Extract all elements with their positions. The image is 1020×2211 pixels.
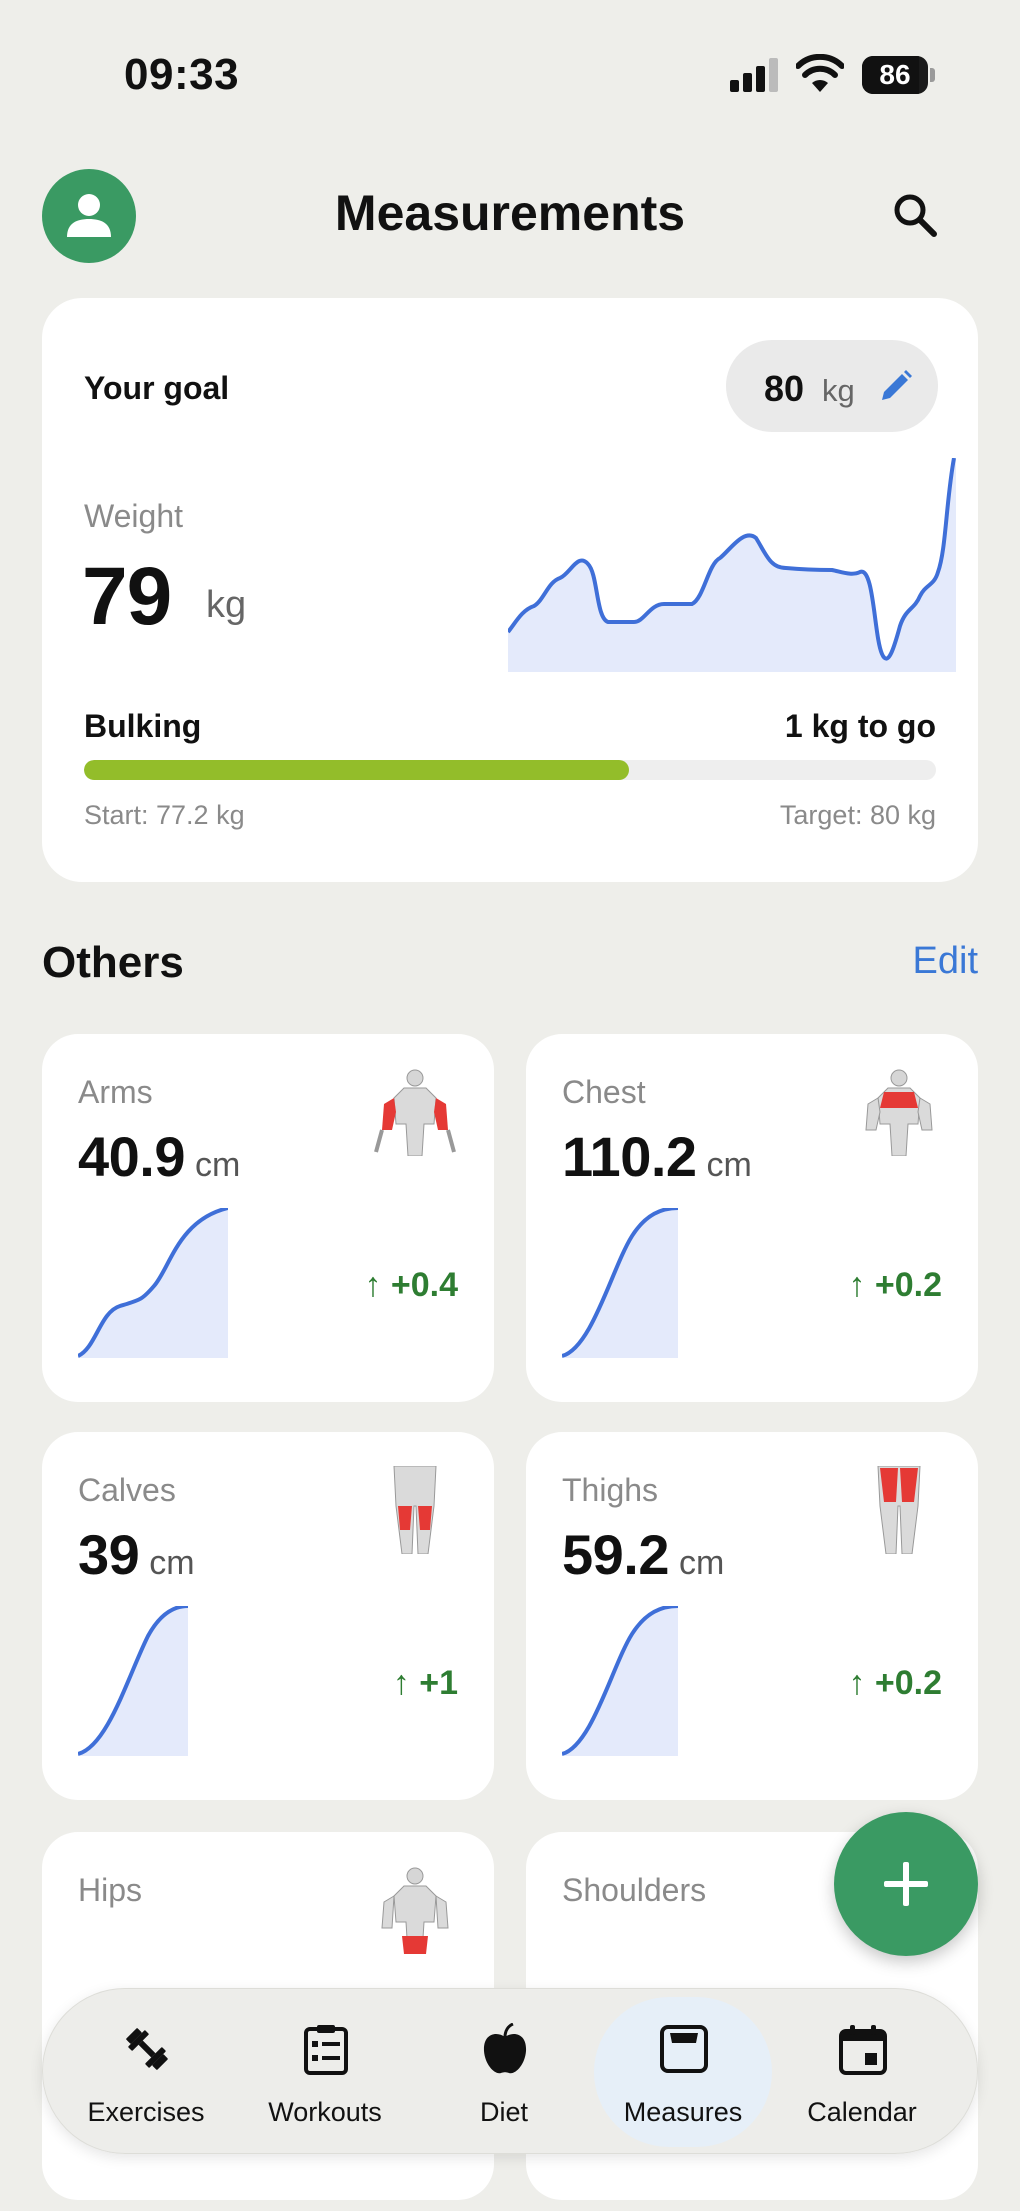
- status-bar: 09:33 86: [0, 0, 1020, 150]
- battery-level: 86: [879, 59, 911, 90]
- weight-goal-card[interactable]: Your goal 80 kg Weight 79 kg Bulking 1 k…: [42, 298, 978, 882]
- goal-progress-bar: [84, 760, 936, 780]
- weight-label: Weight: [84, 498, 184, 534]
- measure-delta: ↑ +1: [392, 1664, 458, 1702]
- search-icon[interactable]: [890, 190, 940, 240]
- measure-name: Chest: [562, 1074, 646, 1110]
- weight-value: 79: [82, 551, 172, 642]
- chest-sparkline: [562, 1208, 678, 1358]
- goal-progress-fill: [84, 760, 630, 780]
- clipboard-icon: [304, 2025, 348, 2075]
- page-title: Measurements: [334, 185, 686, 241]
- bottom-tab-bar: Exercises Workouts Diet Measures: [42, 1988, 978, 2154]
- measure-card-arms[interactable]: Arms 40.9 cm ↑ +0.4: [42, 1034, 494, 1402]
- edit-button[interactable]: Edit: [912, 940, 978, 982]
- measure-name: Hips: [78, 1872, 143, 1908]
- phase-label: Bulking: [84, 708, 202, 744]
- thighs-sparkline: [562, 1606, 678, 1756]
- battery-icon: 86: [862, 56, 935, 94]
- calendar-icon: [839, 2025, 887, 2075]
- measure-card-thighs[interactable]: Thighs 59.2 cm ↑ +0.2: [526, 1432, 978, 1800]
- goal-edit-button[interactable]: 80 kg: [726, 340, 938, 432]
- body-arms-icon: [374, 1069, 456, 1156]
- apple-icon: [483, 2023, 527, 2074]
- measure-name: Thighs: [562, 1472, 659, 1508]
- others-section-title: Others: [42, 938, 184, 987]
- plus-icon: [884, 1862, 928, 1906]
- body-calves-icon: [393, 1466, 437, 1554]
- calves-sparkline: [78, 1606, 188, 1756]
- dumbbell-icon: [126, 2028, 168, 2070]
- add-measurement-button[interactable]: [834, 1812, 978, 1956]
- body-hips-icon: [381, 1867, 449, 1954]
- body-thighs-icon: [877, 1466, 921, 1554]
- measure-value: 59.2 cm: [562, 1523, 725, 1586]
- goal-label: Your goal: [84, 370, 230, 406]
- profile-avatar[interactable]: [42, 169, 136, 263]
- measure-delta: ↑ +0.2: [848, 1664, 942, 1702]
- status-time: 09:33: [124, 50, 240, 99]
- tab-measures[interactable]: Measures: [594, 1997, 772, 2147]
- measure-card-calves[interactable]: Calves 39 cm ↑ +1: [42, 1432, 494, 1800]
- weight-unit: kg: [206, 584, 247, 626]
- tab-exercises[interactable]: Exercises: [57, 1997, 235, 2147]
- cellular-signal-icon: [730, 58, 778, 92]
- wifi-icon: [796, 54, 844, 92]
- target-label: Target: 80 kg: [779, 800, 936, 830]
- body-chest-icon: [865, 1069, 933, 1156]
- person-icon: [67, 194, 111, 237]
- tab-label: Diet: [479, 2097, 528, 2127]
- tab-workouts[interactable]: Workouts: [236, 1997, 414, 2147]
- measure-card-chest[interactable]: Chest 110.2 cm ↑ +0.2: [526, 1034, 978, 1402]
- arms-sparkline: [78, 1208, 228, 1358]
- measure-value: 39 cm: [78, 1523, 195, 1586]
- to-go-label: 1 kg to go: [784, 708, 936, 744]
- measure-name: Arms: [78, 1074, 153, 1110]
- start-label: Start: 77.2 kg: [84, 800, 245, 830]
- goal-value: 80: [764, 368, 805, 409]
- measure-value: 40.9 cm: [78, 1125, 241, 1188]
- measure-name: Calves: [78, 1472, 176, 1508]
- measure-value: 110.2 cm: [562, 1125, 752, 1188]
- tab-label: Calendar: [807, 2097, 917, 2127]
- pencil-icon: [882, 370, 912, 400]
- tab-label: Exercises: [87, 2097, 205, 2127]
- tab-calendar[interactable]: Calendar: [773, 1997, 951, 2147]
- weight-trend-chart: [508, 458, 956, 672]
- tab-label: Measures: [623, 2097, 743, 2127]
- measure-name: Shoulders: [562, 1872, 707, 1908]
- tab-diet[interactable]: Diet: [415, 1997, 593, 2147]
- goal-unit: kg: [822, 373, 855, 408]
- tab-label: Workouts: [268, 2097, 382, 2127]
- measure-delta: ↑ +0.4: [364, 1266, 458, 1304]
- measure-delta: ↑ +0.2: [848, 1266, 942, 1304]
- scale-icon: [660, 2025, 708, 2073]
